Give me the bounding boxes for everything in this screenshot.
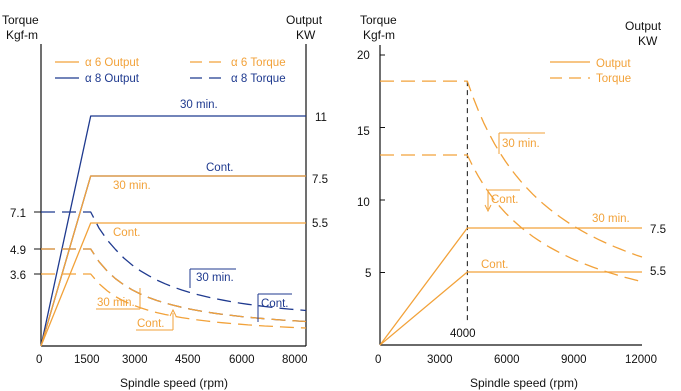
tq-cont-arrow xyxy=(484,204,492,213)
right-y-tick: 15 xyxy=(357,126,370,138)
output-cont-label: Cont. xyxy=(481,259,509,271)
right-x-tick: 12000 xyxy=(625,354,657,366)
left-y2-tick: 7.5 xyxy=(312,174,328,186)
a8-output-cont-label: Cont. xyxy=(206,162,234,174)
left-x-tick: 8000 xyxy=(282,354,308,366)
series-line-6 xyxy=(41,248,307,323)
series-line-2 xyxy=(40,175,306,347)
legend-output-label: Output xyxy=(596,58,631,70)
right-series-line-3 xyxy=(380,154,643,283)
a6-torque-cont-label: Cont. xyxy=(137,318,165,330)
o6t-cont-arrow xyxy=(169,308,177,317)
legend-a8-output-label: α 8 Output xyxy=(85,73,140,85)
right-x-tick: 0 xyxy=(375,354,381,366)
torque-cont-label: Cont. xyxy=(491,194,519,206)
chart-marks xyxy=(34,44,643,347)
series-line-7 xyxy=(41,273,307,329)
right-chart: Torque Kgf-m Output KW Spindle speed (rp… xyxy=(357,13,666,390)
right-y-tick: 10 xyxy=(357,197,370,209)
left-y-title-line2: Kgf-m xyxy=(6,28,38,42)
a6-output-cont-label: Cont. xyxy=(113,227,141,239)
legend-a6-torque-label: α 6 Torque xyxy=(231,57,286,69)
a8-output-30min-label: 30 min. xyxy=(180,99,218,111)
left-y-tick: 4.9 xyxy=(10,245,26,257)
right-y2-title-line1: Output xyxy=(625,19,662,33)
output-30min-label: 30 min. xyxy=(592,213,630,225)
left-x-tick: 6000 xyxy=(229,354,255,366)
right-x-tick-4000: 4000 xyxy=(450,328,476,340)
right-x-title: Spindle speed (rpm) xyxy=(470,376,578,390)
right-x-tick: 6000 xyxy=(494,354,520,366)
right-y2-tick: 5.5 xyxy=(650,266,666,278)
left-y2-tick: 11 xyxy=(315,112,327,124)
right-series-line-1 xyxy=(379,271,642,346)
a6-output-30min-label: 30 min. xyxy=(113,180,151,192)
right-y-tick: 5 xyxy=(365,268,371,280)
left-y2-tick: 5.5 xyxy=(312,218,328,230)
legend-torque-label: Torque xyxy=(596,73,631,85)
a8-torque-30min-label: 30 min. xyxy=(196,272,234,284)
left-x-tick: 1500 xyxy=(74,354,100,366)
right-series-line-0 xyxy=(379,227,642,346)
left-x-tick: 3000 xyxy=(122,354,148,366)
left-x-tick: 4500 xyxy=(175,354,201,366)
right-x-tick: 9000 xyxy=(561,354,587,366)
right-y2-title-line2: KW xyxy=(638,34,658,48)
legend-a8-torque-label: α 8 Torque xyxy=(231,73,286,85)
left-chart: Torque Kgf-m Output KW Spindle speed (rp… xyxy=(2,13,328,390)
legend-a6-output-label: α 6 Output xyxy=(85,57,140,69)
a6-torque-30min-label: 30 min. xyxy=(97,297,135,309)
left-y2-title-line1: Output xyxy=(286,13,323,27)
left-x-tick: 0 xyxy=(36,354,42,366)
right-y2-tick: 7.5 xyxy=(650,224,666,236)
left-y-tick: 7.1 xyxy=(10,208,26,220)
series-line-3 xyxy=(40,222,306,347)
right-y-tick: 20 xyxy=(357,50,370,62)
right-x-tick: 3000 xyxy=(427,354,453,366)
left-y2-title-line2: KW xyxy=(296,28,316,42)
left-x-title: Spindle speed (rpm) xyxy=(120,376,228,390)
right-y-title-line1: Torque xyxy=(360,13,397,27)
torque-30min-label: 30 min. xyxy=(502,138,540,150)
right-y-title-line2: Kgf-m xyxy=(363,28,395,42)
left-y-title-line1: Torque xyxy=(2,13,39,27)
series-line-0 xyxy=(40,115,306,347)
left-y-tick: 3.6 xyxy=(10,270,26,282)
right-series-line-2 xyxy=(380,80,643,258)
series-line-4 xyxy=(41,211,307,312)
